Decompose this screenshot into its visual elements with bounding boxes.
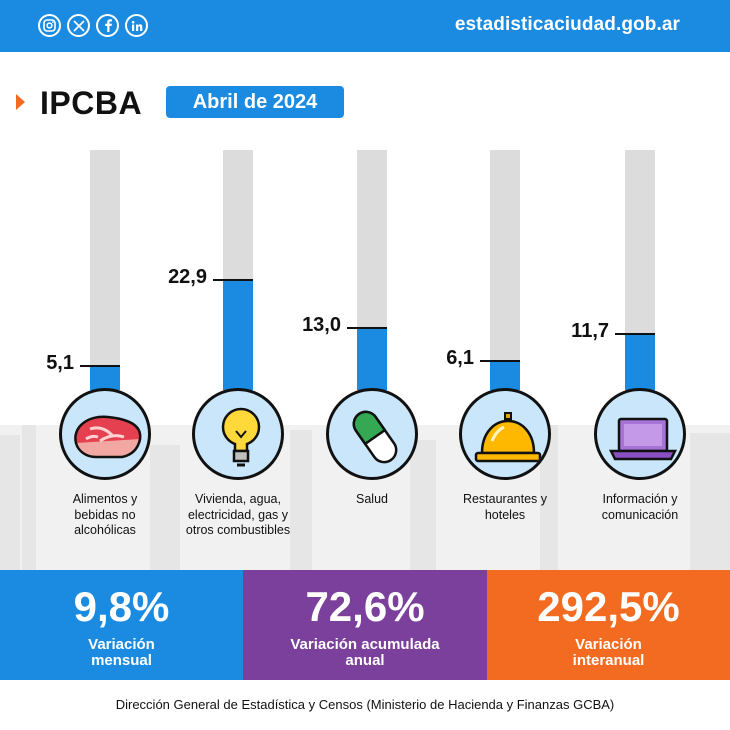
summary-label: Variación mensual xyxy=(88,636,155,669)
category-label: Información y comunicación xyxy=(601,492,679,522)
instagram-icon[interactable] xyxy=(38,14,61,37)
category-label: Salud xyxy=(356,492,388,506)
value-tick xyxy=(615,333,655,335)
category-label: Restaurantes y hoteles xyxy=(462,492,548,522)
bar-fill xyxy=(625,334,655,390)
social-links xyxy=(38,14,148,37)
bar-track xyxy=(490,150,520,390)
facebook-icon[interactable] xyxy=(96,14,119,37)
pill-capsule-icon xyxy=(326,388,418,480)
value-tick xyxy=(480,360,520,362)
bar-fill xyxy=(223,280,253,390)
footer-credit: Dirección General de Estadística y Censo… xyxy=(115,697,615,712)
summary-box-cumulative: 72,6% Variación acumulada anual xyxy=(243,570,487,680)
bar-track xyxy=(357,150,387,390)
value-label: 22,9 xyxy=(168,266,207,288)
top-bar: estadisticaciudad.gob.ar xyxy=(0,0,730,52)
bar-chart: 5,1 Alimentos y bebidas no alcohólicas 22,… xyxy=(0,140,730,570)
bar-track xyxy=(625,150,655,390)
value-label: 13,0 xyxy=(302,314,341,336)
value-tick xyxy=(347,327,387,329)
summary-row: 9,8% Variación mensual 72,6% Variación a… xyxy=(0,570,730,680)
bar-fill xyxy=(490,361,520,390)
summary-value: 72,6% xyxy=(305,583,425,630)
date-badge: Abril de 2024 xyxy=(166,86,344,118)
category-label: Vivienda, agua, electricidad, gas y otro… xyxy=(185,492,291,537)
bar-track xyxy=(223,150,253,390)
summary-value: 292,5% xyxy=(537,583,680,630)
summary-value: 9,8% xyxy=(73,583,170,630)
bar-fill xyxy=(90,366,120,390)
meat-steak-icon xyxy=(59,388,151,480)
service-bell-icon xyxy=(459,388,551,480)
bar-fill xyxy=(357,328,387,390)
value-label: 6,1 xyxy=(446,347,474,369)
light-bulb-icon xyxy=(192,388,284,480)
value-label: 11,7 xyxy=(571,320,609,342)
x-icon[interactable] xyxy=(67,14,90,37)
page-title: IPCBA xyxy=(40,85,143,121)
laptop-icon xyxy=(594,388,686,480)
bar-track xyxy=(90,150,120,390)
summary-label: Variación interanual xyxy=(572,636,645,669)
category-label: Alimentos y bebidas no alcohólicas xyxy=(72,492,138,537)
skyline-background xyxy=(0,425,730,570)
summary-box-interannual: 292,5% Variación interanual xyxy=(487,570,730,680)
summary-box-monthly: 9,8% Variación mensual xyxy=(0,570,243,680)
value-tick xyxy=(80,365,120,367)
linkedin-icon[interactable] xyxy=(125,14,148,37)
value-tick xyxy=(213,279,253,281)
summary-label: Variación acumulada anual xyxy=(290,636,440,669)
title-arrow-icon xyxy=(16,94,25,110)
value-label: 5,1 xyxy=(46,352,74,374)
website-link[interactable]: estadisticaciudad.gob.ar xyxy=(454,14,680,35)
